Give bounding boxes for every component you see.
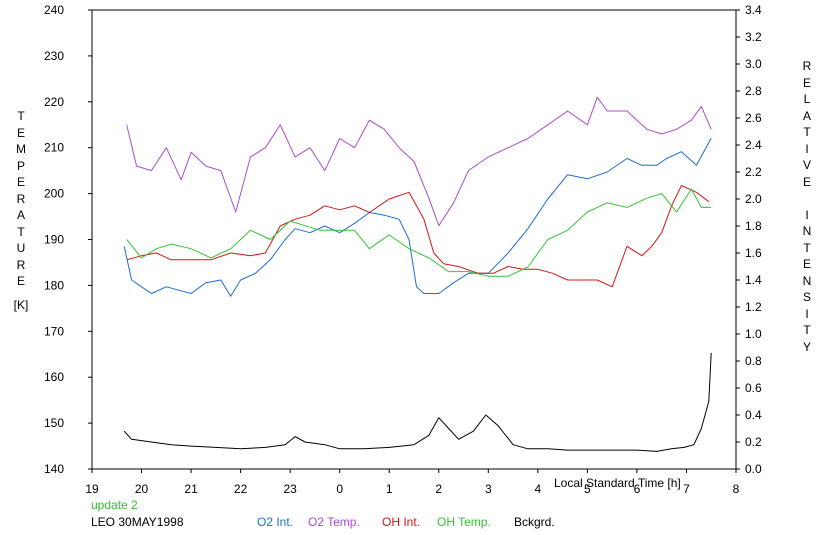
- y-right-tick-label: 2.6: [745, 111, 762, 125]
- x-tick-label: 7: [683, 482, 690, 496]
- y-right-tick-label: 2.2: [745, 165, 762, 179]
- y-right-tick-label: 0.2: [745, 435, 762, 449]
- series-line-oh-temp: [126, 188, 712, 277]
- x-tick-label: 4: [535, 482, 542, 496]
- x-tick-label: 8: [733, 482, 740, 496]
- y-left-tick-label: 160: [44, 370, 64, 384]
- x-tick-label: 20: [135, 482, 149, 496]
- y-left-tick-label: 170: [44, 324, 64, 338]
- y-right-tick-label: 0.4: [745, 408, 762, 422]
- x-tick-label: 2: [435, 482, 442, 496]
- y-right-tick-label: 3.2: [745, 30, 762, 44]
- y-left-tick-label: 180: [44, 278, 64, 292]
- y-left-tick-label: 190: [44, 233, 64, 247]
- legend-bckgrd: Bckgrd.: [514, 515, 555, 529]
- legend-o2-int: O2 Int.: [257, 515, 294, 529]
- update-note: update 2: [91, 498, 138, 512]
- station-date: LEO 30MAY1998: [91, 515, 184, 529]
- x-tick-label: 6: [634, 482, 641, 496]
- y-right-tick-label: 1.8: [745, 219, 762, 233]
- x-tick-label: 19: [85, 482, 99, 496]
- left-axis-ticks: 140 150 160 170 180 190 200 210 220 230 240: [44, 3, 92, 476]
- y-right-tick-label: 2.8: [745, 84, 762, 98]
- y-right-tick-label: 1.2: [745, 300, 762, 314]
- series-layer: [123, 96, 712, 452]
- series-line-o2-int: [123, 137, 712, 297]
- y-right-tick-label: 2.4: [745, 138, 762, 152]
- y-left-tick-label: 150: [44, 416, 64, 430]
- x-tick-label: 3: [485, 482, 492, 496]
- series-line-o2-temp: [126, 96, 712, 227]
- y-left-tick-label: 200: [44, 187, 64, 201]
- y-right-tick-label: 0.8: [745, 354, 762, 368]
- plot-frame: [91, 9, 737, 470]
- legend-oh-int: OH Int.: [382, 515, 421, 529]
- x-tick-label: 5: [584, 482, 591, 496]
- y-right-tick-label: 3.0: [745, 57, 762, 71]
- legend-o2-temp: O2 Temp.: [308, 515, 360, 529]
- x-axis-label: Local Standard Time [h]: [554, 476, 681, 490]
- series-line-bckgrd: [123, 352, 712, 452]
- series-line-oh-int: [126, 185, 710, 288]
- x-tick-label: 21: [184, 482, 198, 496]
- y-axis-left-unit: [K]: [13, 298, 29, 312]
- y-right-tick-label: 3.4: [745, 3, 762, 17]
- y-right-tick-label: 1.0: [745, 327, 762, 341]
- y-right-tick-label: 0.0: [745, 462, 762, 476]
- y-left-tick-label: 140: [44, 462, 64, 476]
- x-tick-label: 0: [336, 482, 343, 496]
- y-left-tick-label: 240: [44, 3, 64, 17]
- x-tick-label: 1: [386, 482, 393, 496]
- right-axis-ticks: 0.0 0.2 0.4 0.6 0.8 1.0 1.2 1.4 1.6 1.8 2.0 2.2 2.4 2…: [736, 3, 762, 476]
- y-right-tick-label: 1.6: [745, 246, 762, 260]
- y-left-tick-label: 210: [44, 141, 64, 155]
- x-axis-ticks: 19 20 21 22 23 0 1 2 3 4 5 6 7 8: [85, 469, 740, 496]
- y-left-tick-label: 220: [44, 95, 64, 109]
- y-right-tick-label: 2.0: [745, 192, 762, 206]
- y-right-tick-label: 1.4: [745, 273, 762, 287]
- y-right-tick-label: 0.6: [745, 381, 762, 395]
- y-left-tick-label: 230: [44, 49, 64, 63]
- legend-oh-temp: OH Temp.: [437, 515, 491, 529]
- x-tick-label: 22: [234, 482, 248, 496]
- x-tick-label: 23: [283, 482, 297, 496]
